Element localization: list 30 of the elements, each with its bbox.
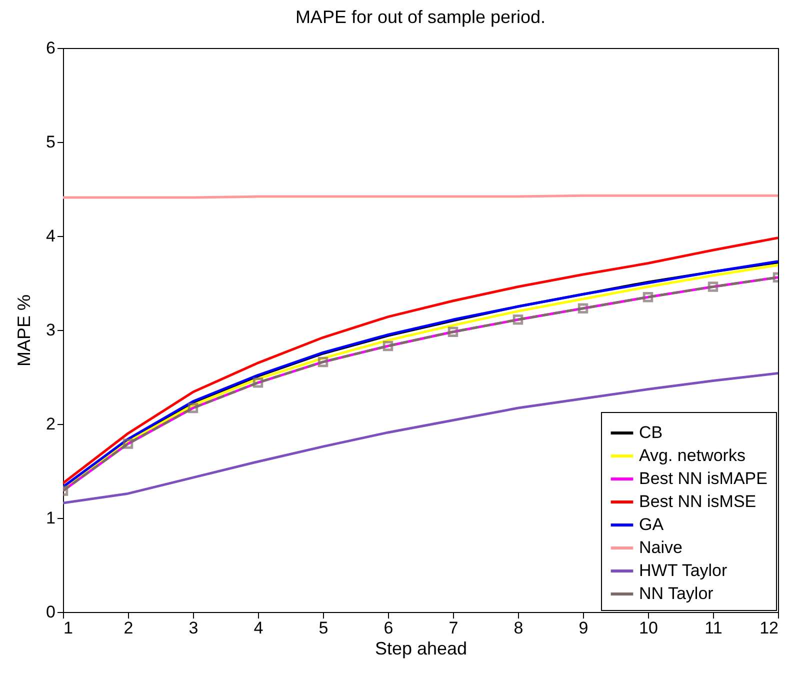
legend-label: CB [639, 423, 663, 442]
legend-label: Naive [639, 538, 682, 557]
y-tick-label: 4 [46, 226, 56, 246]
y-tick-label: 6 [46, 38, 56, 58]
x-tick-label: 3 [188, 618, 198, 638]
legend-label: Best NN isMSE [639, 492, 756, 511]
chart-title: MAPE for out of sample period. [295, 7, 546, 27]
x-tick-label: 2 [124, 618, 134, 638]
x-tick-label: 12 [760, 618, 778, 638]
y-axis-title: MAPE % [14, 294, 34, 367]
x-tick-label: 4 [254, 618, 264, 638]
legend-label: HWT Taylor [639, 561, 728, 580]
y-tick-label: 0 [46, 602, 56, 622]
legend-label: Avg. networks [639, 446, 746, 465]
legend-label: GA [639, 515, 664, 534]
x-axis-title: Step ahead [374, 638, 468, 658]
x-tick-label: 1 [64, 618, 73, 638]
y-tick-label: 3 [46, 320, 56, 340]
x-tick-label: 6 [384, 618, 394, 638]
y-tick-label: 1 [46, 508, 56, 528]
x-tick-label: 5 [318, 618, 328, 638]
x-tick-label: 7 [448, 618, 458, 638]
y-tick-label: 2 [46, 414, 56, 434]
legend-label: Best NN isMAPE [639, 469, 768, 488]
legend-label: NN Taylor [639, 584, 714, 603]
x-tick-label: 11 [704, 618, 722, 638]
x-tick-label: 8 [514, 618, 524, 638]
x-tick-label: 9 [578, 618, 588, 638]
x-tick-label: 10 [639, 618, 658, 638]
y-tick-label: 5 [46, 132, 56, 152]
